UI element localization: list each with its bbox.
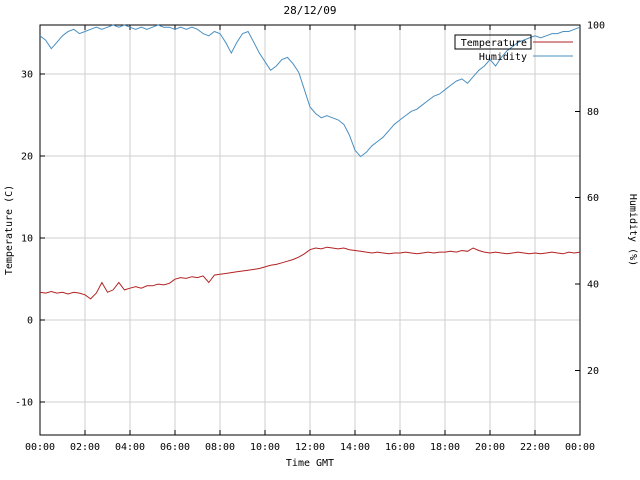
x-tick-label: 16:00 bbox=[385, 442, 415, 453]
x-tick-label: 20:00 bbox=[475, 442, 505, 453]
plot-area: 00:00 02:00 04:00 06:00 08:00 10:00 12:00 14:00… bbox=[15, 21, 605, 454]
left-tick-label: -10 bbox=[15, 398, 33, 409]
left-tick-label: 0 bbox=[27, 316, 33, 327]
legend-label-temperature: Temperature bbox=[461, 38, 527, 49]
x-tick-label: 18:00 bbox=[430, 442, 460, 453]
right-axis-label: Humidity (%) bbox=[627, 194, 638, 266]
x-tick-label: 04:00 bbox=[115, 442, 145, 453]
left-tick-label: 20 bbox=[21, 152, 33, 163]
x-tick-label: 06:00 bbox=[160, 442, 190, 453]
x-tick-label: 00:00 bbox=[25, 442, 55, 453]
right-tick-label: 100 bbox=[587, 21, 605, 32]
series-line-humidity bbox=[39, 24, 581, 158]
right-tick-label: 40 bbox=[587, 279, 599, 290]
left-axis-label: Temperature (C) bbox=[4, 185, 15, 275]
x-tick-label: 22:00 bbox=[520, 442, 550, 453]
left-tick-label: 30 bbox=[21, 70, 33, 81]
x-tick-label: 08:00 bbox=[205, 442, 235, 453]
x-tick-label: 00:00 bbox=[565, 442, 595, 453]
right-tick-label: 60 bbox=[587, 193, 599, 204]
x-tick-label: 14:00 bbox=[340, 442, 370, 453]
x-tick-label: 02:00 bbox=[70, 442, 100, 453]
legend-box bbox=[454, 34, 532, 50]
right-tick-label: 20 bbox=[587, 366, 599, 377]
legend-label-humidity: Humidity bbox=[479, 52, 527, 63]
right-tick-label: 80 bbox=[587, 107, 599, 118]
left-tick-label: 10 bbox=[21, 234, 33, 245]
series-line-temperature bbox=[39, 246, 581, 300]
x-tick-label: 12:00 bbox=[295, 442, 325, 453]
x-axis-label: Time GMT bbox=[286, 458, 334, 469]
chart-title: 28/12/09 bbox=[284, 4, 337, 17]
x-tick-label: 10:00 bbox=[250, 442, 280, 453]
